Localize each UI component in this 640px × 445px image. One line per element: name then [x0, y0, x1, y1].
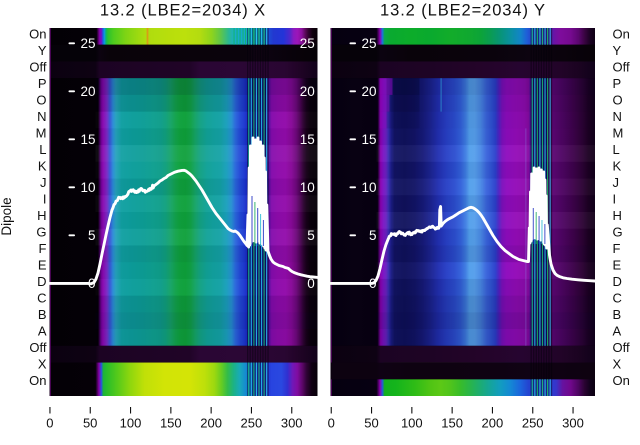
svg-text:0: 0 — [88, 276, 96, 291]
svg-text:20: 20 — [361, 84, 376, 99]
svg-text:X: X — [613, 357, 622, 372]
svg-text:13.2 (LBE2=2034) X: 13.2 (LBE2=2034) X — [100, 2, 266, 20]
svg-text:100: 100 — [401, 416, 423, 431]
svg-text:C: C — [37, 290, 46, 305]
svg-text:M: M — [613, 125, 624, 140]
svg-text:X: X — [38, 357, 47, 372]
svg-text:50: 50 — [83, 416, 97, 431]
svg-text:On: On — [29, 373, 46, 388]
svg-text:P: P — [38, 76, 47, 91]
svg-text:I: I — [613, 191, 617, 206]
svg-text:10: 10 — [300, 180, 315, 195]
svg-text:300: 300 — [281, 416, 303, 431]
svg-text:25: 25 — [361, 36, 376, 51]
svg-text:E: E — [613, 257, 622, 272]
svg-text:250: 250 — [241, 416, 263, 431]
svg-text:10: 10 — [361, 180, 376, 195]
svg-text:K: K — [613, 158, 622, 173]
svg-text:15: 15 — [300, 132, 315, 147]
svg-text:Off: Off — [29, 340, 46, 355]
svg-text:5: 5 — [88, 228, 96, 243]
svg-text:250: 250 — [522, 416, 544, 431]
svg-text:Off: Off — [29, 59, 46, 74]
svg-text:M: M — [36, 125, 47, 140]
svg-text:25: 25 — [300, 36, 315, 51]
svg-text:15: 15 — [80, 132, 95, 147]
svg-text:B: B — [38, 307, 47, 322]
svg-text:E: E — [38, 257, 47, 272]
svg-text:Off: Off — [613, 59, 630, 74]
svg-text:10: 10 — [80, 180, 95, 195]
svg-text:O: O — [613, 92, 623, 107]
svg-text:G: G — [36, 224, 46, 239]
svg-text:Y: Y — [38, 43, 47, 58]
svg-text:200: 200 — [200, 416, 222, 431]
svg-text:K: K — [38, 158, 47, 173]
svg-text:H: H — [613, 208, 622, 223]
svg-text:N: N — [613, 109, 622, 124]
svg-text:L: L — [613, 142, 620, 157]
svg-text:20: 20 — [80, 84, 95, 99]
svg-text:F: F — [39, 241, 47, 256]
svg-text:C: C — [613, 290, 622, 305]
svg-text:J: J — [40, 175, 47, 190]
svg-text:0: 0 — [307, 276, 315, 291]
svg-text:D: D — [613, 274, 622, 289]
svg-text:J: J — [613, 175, 620, 190]
svg-text:Dipole: Dipole — [0, 197, 14, 235]
svg-text:A: A — [38, 323, 47, 338]
svg-text:50: 50 — [364, 416, 378, 431]
svg-text:0: 0 — [46, 416, 53, 431]
svg-text:15: 15 — [361, 132, 376, 147]
svg-text:H: H — [37, 208, 46, 223]
svg-text:0: 0 — [328, 416, 335, 431]
svg-text:20: 20 — [300, 84, 315, 99]
svg-text:F: F — [613, 241, 621, 256]
svg-text:On: On — [29, 26, 46, 41]
svg-text:I: I — [43, 191, 47, 206]
svg-text:13.2 (LBE2=2034) Y: 13.2 (LBE2=2034) Y — [380, 2, 546, 20]
svg-text:Y: Y — [613, 43, 622, 58]
svg-text:L: L — [39, 142, 46, 157]
svg-text:200: 200 — [482, 416, 504, 431]
svg-text:150: 150 — [441, 416, 463, 431]
svg-text:O: O — [36, 92, 46, 107]
svg-text:5: 5 — [307, 228, 315, 243]
svg-text:G: G — [613, 224, 623, 239]
svg-text:300: 300 — [562, 416, 584, 431]
svg-text:P: P — [613, 76, 622, 91]
svg-text:On: On — [613, 373, 630, 388]
svg-text:150: 150 — [160, 416, 182, 431]
svg-text:0: 0 — [369, 276, 377, 291]
svg-text:Off: Off — [613, 340, 630, 355]
svg-text:On: On — [613, 26, 630, 41]
svg-text:D: D — [37, 274, 46, 289]
svg-text:B: B — [613, 307, 622, 322]
svg-text:5: 5 — [369, 228, 377, 243]
svg-text:N: N — [37, 109, 46, 124]
svg-text:25: 25 — [80, 36, 95, 51]
svg-text:A: A — [613, 323, 622, 338]
svg-text:100: 100 — [120, 416, 142, 431]
